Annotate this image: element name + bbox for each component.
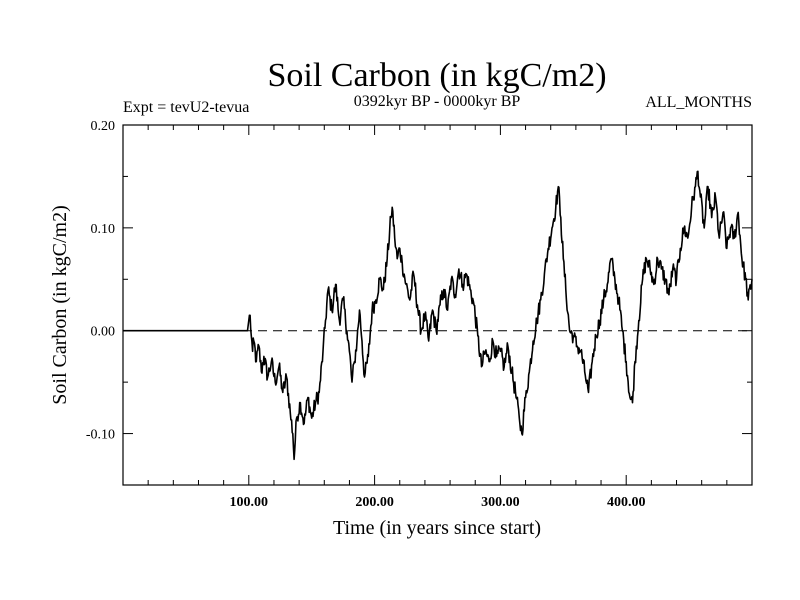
y-axis-label: Soil Carbon (in kgC/m2) <box>49 205 71 404</box>
soil-carbon-series-line <box>123 170 753 461</box>
x-tick-label: 400.00 <box>607 495 646 510</box>
x-tick-label: 100.00 <box>230 495 269 510</box>
y-tick-label: -0.10 <box>86 428 115 443</box>
y-tick-label: 0.10 <box>91 222 116 237</box>
y-axis: 0.20 0.10 0.00 -0.10 <box>86 119 752 486</box>
months-label: ALL_MONTHS <box>645 94 752 111</box>
plot-frame <box>122 124 753 486</box>
x-axis-label: Time (in years since start) <box>333 517 541 539</box>
x-tick-label: 300.00 <box>481 495 520 510</box>
x-axis: 100.00 200.00 300.00 400.00 <box>147 125 728 510</box>
chart-title: Soil Carbon (in kgC/m2) <box>267 57 606 94</box>
y-tick-label: 0.00 <box>91 325 116 340</box>
experiment-label: Expt = tevU2-tevua <box>123 99 249 116</box>
y-tick-label: 0.20 <box>91 119 116 134</box>
time-range-label: 0392kyr BP - 0000kyr BP <box>354 93 521 110</box>
x-tick-label: 200.00 <box>355 495 394 510</box>
